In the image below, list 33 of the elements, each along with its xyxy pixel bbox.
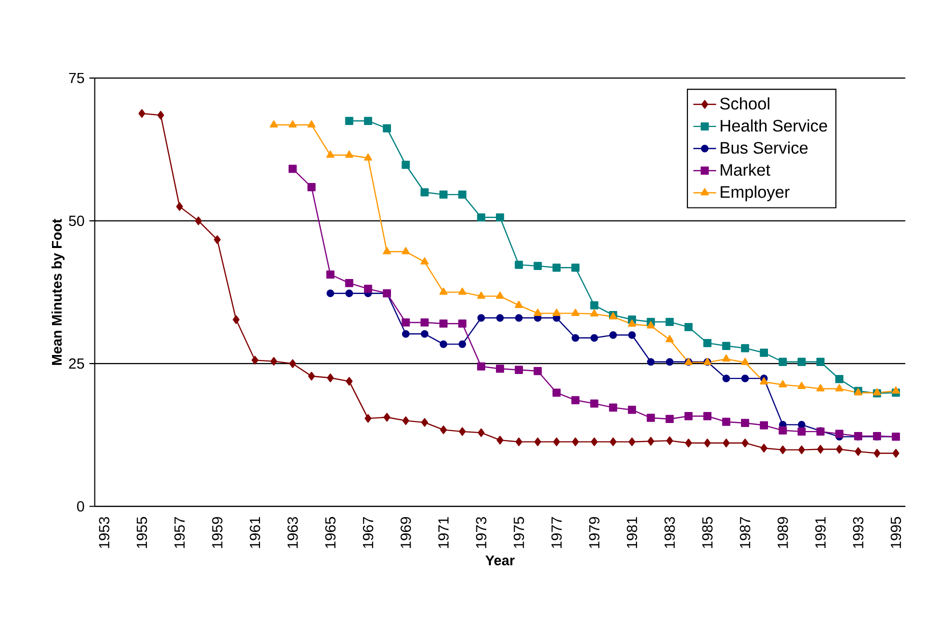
x-tick-label: 1973 [476, 516, 486, 548]
x-tick-label: 1957 [174, 516, 185, 548]
x-tick-label: 1983 [664, 516, 675, 548]
x-tick-label: 1979 [589, 516, 600, 548]
x-tick-label: 1975 [514, 516, 524, 548]
x-tick-label: 1985 [702, 516, 713, 548]
y-tick-label: 0 [77, 500, 84, 512]
x-tick-label: 1967 [362, 516, 374, 548]
y-axis-title: Mean Minutes by Foot [51, 218, 65, 365]
y-tick-label: 50 [68, 215, 84, 226]
x-tick-label: 1955 [136, 516, 148, 548]
x-tick-label: 1993 [853, 516, 864, 548]
x-tick-label: 1969 [400, 516, 411, 548]
legend-label: Bus Service [720, 141, 808, 154]
x-tick-label: 1953 [98, 516, 110, 548]
y-tick-label: 75 [69, 72, 84, 83]
x-tick-label: 1965 [325, 516, 336, 548]
legend-label: School [720, 97, 770, 110]
x-tick-label: 1989 [778, 516, 788, 548]
x-tick-label: 1971 [438, 516, 449, 548]
legend-label: Health Service [720, 119, 828, 132]
x-tick-label: 1987 [740, 516, 750, 548]
x-tick-label: 1963 [287, 516, 298, 548]
x-tick-label: 1961 [250, 516, 260, 548]
legend-label: Employer [720, 185, 790, 201]
x-tick-label: 1977 [551, 516, 562, 548]
x-axis-title: Year [485, 555, 515, 566]
legend-label: Market [720, 163, 770, 176]
x-tick-label: 1991 [815, 516, 826, 548]
x-tick-label: 1981 [626, 516, 638, 548]
y-tick-label: 25 [69, 358, 84, 369]
x-tick-label: 1995 [890, 516, 902, 548]
x-tick-label: 1959 [212, 516, 222, 548]
